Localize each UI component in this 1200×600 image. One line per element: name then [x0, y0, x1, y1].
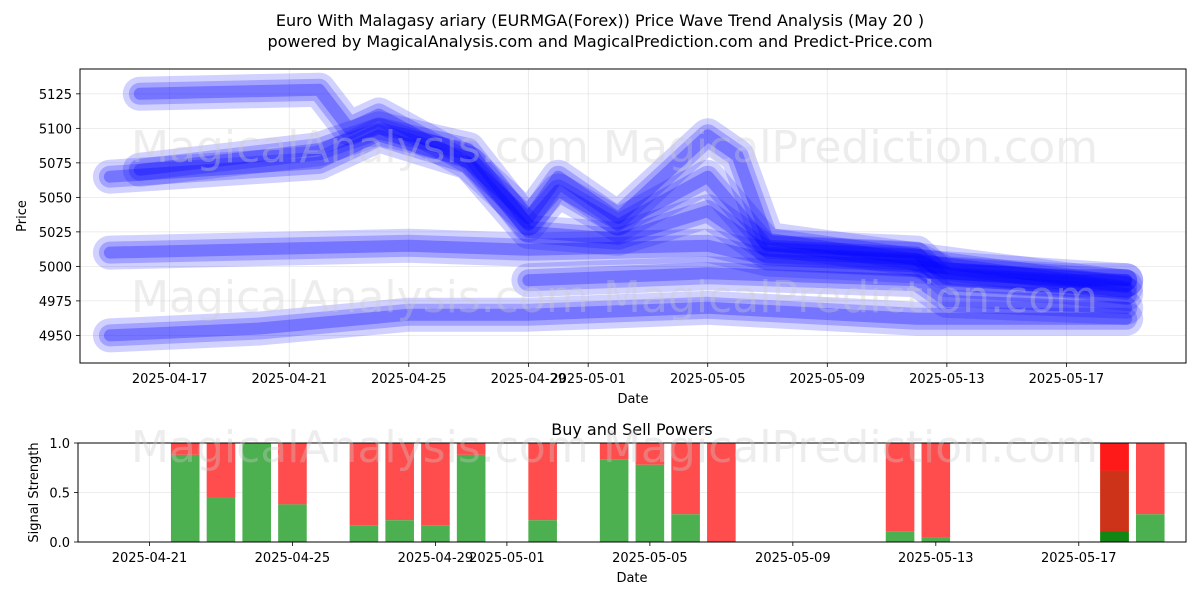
sell-power-bar — [1135, 443, 1165, 515]
x-tick-label: 2025-05-09 — [790, 372, 866, 387]
buy-power-bar — [599, 459, 629, 542]
buy-power-bar — [885, 531, 915, 542]
sell-power-bar — [385, 443, 414, 521]
plot-frame — [77, 442, 1187, 543]
watermark-analysis-mid: MagicalAnalysis.com — [131, 272, 589, 323]
price-wave-series — [122, 72, 1144, 298]
wave-bands — [92, 72, 1144, 353]
x-axis-label: Date — [617, 392, 648, 407]
x-tick-label: 2025-05-01 — [469, 551, 545, 566]
y-tick-label: 0.5 — [49, 487, 70, 502]
mixed-power-segment — [1100, 470, 1129, 532]
price-wave-series — [128, 78, 1138, 292]
buy-power-bar — [385, 520, 414, 542]
buy-power-bar — [921, 537, 951, 542]
x-tick-label: 2025-04-25 — [255, 551, 331, 566]
price-wave-series — [98, 124, 1138, 299]
buy-power-bar — [456, 454, 486, 542]
price-wave-series — [517, 262, 1138, 319]
signal-strength-plot: Buy and Sell Powers 2025-04-21 2025-04-25 2… — [27, 420, 1187, 586]
x-tick-label: 2025-05-05 — [670, 372, 746, 387]
buy-power-bar — [206, 497, 236, 542]
buy-power-bar — [242, 443, 272, 542]
y-tick-label: 4950 — [39, 329, 72, 344]
sell-power-bar — [528, 443, 557, 521]
watermark-prediction-mid: MagicalPrediction.com — [603, 272, 1098, 323]
x-tick-label: 2025-05-09 — [755, 551, 831, 566]
buy-power-bar — [421, 525, 450, 542]
buy-power-bar — [528, 520, 557, 542]
x-tick-label: 2025-04-21 — [112, 551, 188, 566]
sell-power-bar — [885, 443, 915, 532]
price-wave-series — [92, 228, 1144, 298]
price-wave-series — [103, 239, 1133, 287]
x-tick-label: 2025-05-13 — [909, 372, 985, 387]
y-tick-label: 5000 — [39, 260, 72, 275]
x-tick-label: 2025-05-13 — [898, 551, 974, 566]
price-wave-series — [92, 118, 1144, 305]
price-wave-series — [122, 111, 1144, 311]
price-wave-series — [103, 129, 1133, 294]
price-wave-series — [133, 83, 1133, 287]
x-tick-label: 2025-04-21 — [251, 372, 327, 387]
buy-power-bar — [170, 454, 200, 542]
sell-power-bar — [707, 443, 736, 542]
y-tick-label: 5100 — [39, 122, 72, 137]
buy-power-bar — [278, 504, 307, 542]
x-tick-label: 2025-05-01 — [550, 372, 626, 387]
price-wave-plot: 2025-04-17 2025-04-21 2025-04-25 2025-04-29… — [15, 68, 1187, 407]
y-axis-label: Signal Strength — [27, 442, 42, 542]
x-tick-label: 2025-05-05 — [612, 551, 688, 566]
price-wave-series — [92, 290, 1144, 353]
sell-power-bar — [278, 443, 307, 505]
x-tick-label: 2025-05-17 — [1041, 551, 1117, 566]
price-wave-series — [98, 234, 1138, 292]
watermark-analysis-bottom: MagicalAnalysis.com — [131, 422, 589, 473]
y-tick-label: 4975 — [39, 295, 72, 310]
y-axis-label: Price — [15, 200, 30, 232]
sell-power-bar — [671, 443, 700, 515]
y-tick-label: 5125 — [39, 88, 72, 103]
price-wave-series — [128, 117, 1138, 305]
chart-subtitle: powered by MagicalAnalysis.com and Magic… — [267, 32, 932, 51]
sell-power-bar — [921, 443, 951, 538]
watermark-prediction-top: MagicalPrediction.com — [603, 122, 1098, 173]
chart-title: Euro With Malagasy ariary (EURMGA(Forex)… — [276, 11, 924, 30]
buy-power-bar — [1135, 514, 1165, 542]
y-tick-label: 1.0 — [49, 437, 70, 452]
sell-power-bar — [349, 443, 379, 526]
sell-power-bar — [206, 443, 236, 498]
buy-power-bar — [671, 514, 700, 542]
x-tick-label: 2025-04-29 — [398, 551, 474, 566]
plot-frame — [79, 68, 1187, 364]
sell-power-bar — [599, 443, 629, 460]
x-tick-label: 2025-04-29 — [491, 372, 567, 387]
sell-power-bar — [456, 443, 486, 455]
x-tick-label: 2025-04-25 — [371, 372, 447, 387]
strong-sell-segment — [1100, 443, 1129, 471]
price-wave-series — [133, 122, 1133, 300]
sell-power-bar — [635, 443, 665, 465]
sell-power-bar — [170, 443, 200, 455]
price-wave-series — [511, 256, 1144, 325]
y-tick-label: 5025 — [39, 226, 72, 241]
subplot-title: Buy and Sell Powers — [551, 420, 713, 439]
watermark-prediction-bottom: MagicalPrediction.com — [603, 422, 1098, 473]
price-wave-series — [522, 267, 1133, 314]
x-axis-label: Date — [616, 571, 647, 586]
sell-power-bar — [421, 443, 450, 526]
y-tick-label: 0.0 — [49, 536, 70, 551]
y-tick-label: 5075 — [39, 157, 72, 172]
y-tick-label: 5050 — [39, 191, 72, 206]
buy-power-bar — [635, 464, 665, 542]
price-wave-series — [103, 301, 1133, 342]
strong-buy-segment — [1100, 531, 1129, 542]
price-wave-series — [98, 296, 1138, 347]
x-tick-label: 2025-04-17 — [132, 372, 208, 387]
watermark-analysis-top: MagicalAnalysis.com — [131, 122, 589, 173]
buy-power-bar — [349, 525, 379, 542]
x-tick-label: 2025-05-17 — [1029, 372, 1105, 387]
